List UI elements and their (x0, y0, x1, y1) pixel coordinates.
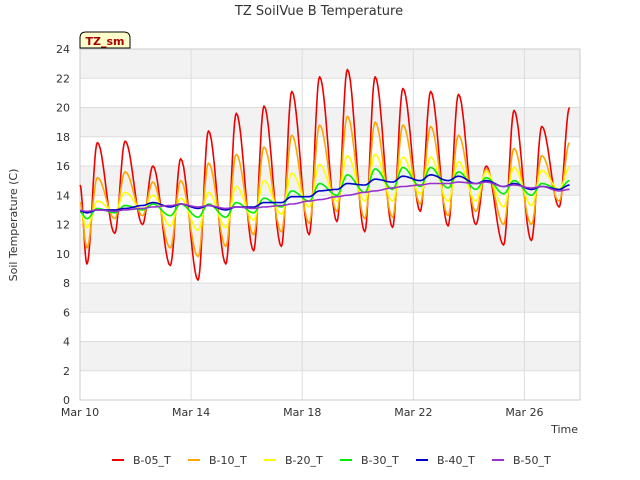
badge-shape (79, 31, 131, 49)
plot-frame (79, 48, 581, 401)
legend-label: B-20_T (285, 454, 323, 467)
y-tick-label: 20 (56, 102, 70, 115)
y-tick-label: 6 (63, 306, 70, 319)
x-tick-label: Mar 18 (283, 406, 321, 419)
tz-sm-badge: TZ_sm (79, 31, 131, 49)
x-tick-label: Mar 22 (394, 406, 432, 419)
chart-title: TZ SoilVue B Temperature (234, 4, 403, 19)
grid-lines (79, 48, 581, 401)
legend-label: B-30_T (361, 454, 399, 467)
x-tick-label: Mar 10 (61, 406, 99, 419)
y-tick-label: 22 (56, 72, 70, 85)
plot-band (80, 283, 580, 313)
plot-band (80, 312, 580, 342)
legend-label: B-10_T (209, 454, 247, 467)
y-tick-label: 12 (56, 219, 70, 232)
plot-band (80, 370, 580, 400)
y-tick-label: 0 (63, 394, 70, 407)
x-tick-label: Mar 14 (172, 406, 210, 419)
y-tick-label: 4 (63, 336, 70, 349)
x-tick-label: Mar 26 (505, 406, 543, 419)
legend-label: B-50_T (513, 454, 551, 467)
plot-band (80, 107, 580, 137)
series-line-b-05-t (79, 68, 571, 281)
series-lines (79, 68, 571, 281)
series-line-b-20-t (79, 153, 570, 232)
x-axis-label: Time (550, 423, 578, 436)
badge-label: TZ_sm (86, 35, 125, 48)
plot-band (80, 341, 580, 371)
y-tick-label: 18 (56, 131, 70, 144)
y-tick-label: 14 (56, 189, 70, 202)
legend: B-05_T B-10_T B-20_T B-30_T B-40_T B-50_T (112, 454, 551, 467)
y-tick-label: 2 (63, 365, 70, 378)
series-line-b-40-t (79, 174, 570, 214)
y-tick-label: 16 (56, 160, 70, 173)
x-axis-ticks: Mar 10 Mar 14 Mar 18 Mar 22 Mar 26 (61, 406, 544, 419)
y-tick-label: 8 (63, 277, 70, 290)
series-line-b-30-t (79, 166, 570, 220)
plot-band (80, 78, 580, 108)
y-axis-label: Soil Temperature (C) (7, 169, 20, 282)
legend-label: B-05_T (133, 454, 171, 467)
y-tick-label: 24 (56, 43, 70, 56)
series-line-b-50-t (79, 181, 570, 213)
series-line-b-10-t (79, 115, 571, 258)
y-tick-label: 10 (56, 248, 70, 261)
plot-band (80, 136, 580, 166)
plot-band (80, 253, 580, 283)
legend-label: B-40_T (437, 454, 475, 467)
plot-band (80, 49, 580, 79)
